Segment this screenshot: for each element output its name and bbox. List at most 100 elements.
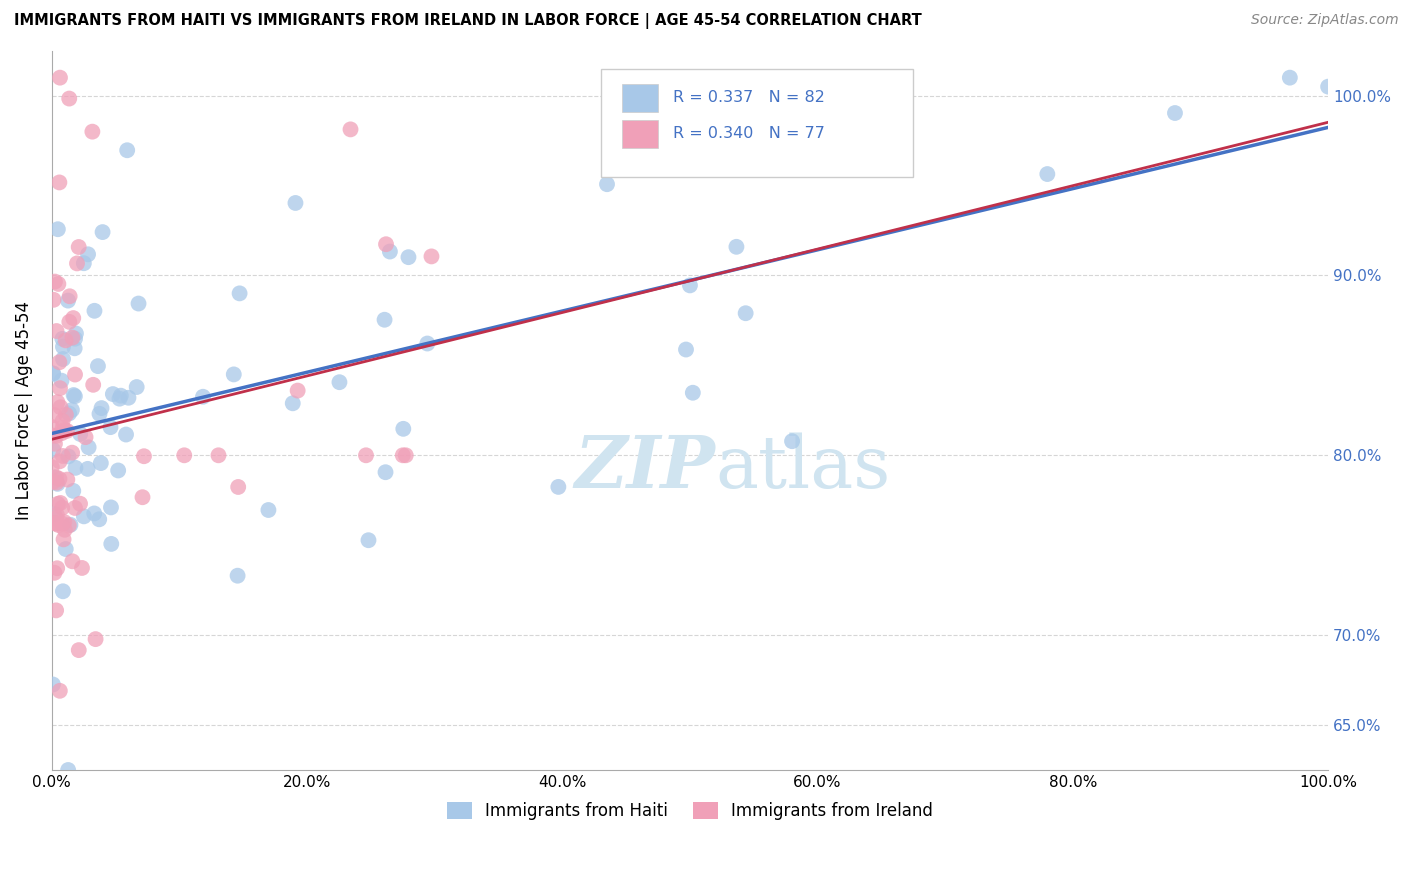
Point [63, 500, 86, 515]
Point [52, 449, 75, 463]
Point [100, 420, 122, 434]
Point [688, 86, 710, 100]
Point [48, 277, 70, 291]
Point [63, 332, 86, 346]
Point [82, 377, 104, 392]
Point [339, 122, 361, 136]
Point [398, 250, 420, 264]
Point [101, 387, 124, 401]
Point [42, 367, 65, 381]
Point [89, 512, 111, 526]
Point [69, 497, 91, 511]
Point [1278, 70, 1301, 85]
Point [63, 341, 86, 355]
Point [60, 445, 83, 459]
Point [228, 286, 250, 301]
Point [56, 293, 79, 308]
Point [77, 440, 100, 454]
Point [83, 507, 105, 521]
Point [222, 368, 245, 382]
Point [49, 496, 72, 510]
Point [65, 326, 87, 341]
Point [52, 414, 75, 428]
Point [45, 516, 67, 531]
Point [45, 470, 67, 484]
Point [77, 247, 100, 261]
Point [73, 256, 96, 270]
Point [60, 403, 83, 417]
Point [58, 450, 80, 464]
Point [51, 500, 73, 515]
Point [48, 472, 70, 486]
Point [58, 406, 80, 420]
Point [191, 390, 214, 404]
Point [67, 643, 90, 657]
Point [110, 389, 132, 403]
Point [62, 483, 84, 498]
Point [59, 517, 82, 532]
Point [42, 442, 65, 457]
Point [70, 561, 93, 575]
Point [42, 475, 65, 489]
Point [56, 424, 79, 438]
Point [76, 462, 98, 476]
Point [682, 385, 704, 400]
Point [395, 448, 418, 462]
Point [89, 407, 111, 421]
FancyBboxPatch shape [623, 120, 658, 148]
Point [48, 518, 70, 533]
Point [375, 237, 398, 252]
Point [45, 508, 67, 522]
Point [173, 448, 195, 462]
Point [90, 456, 112, 470]
Point [374, 312, 396, 326]
Point [117, 391, 139, 405]
Point [46, 561, 69, 575]
Point [378, 244, 401, 259]
Point [48, 355, 70, 369]
Point [55, 542, 77, 557]
Point [226, 480, 249, 494]
Point [49, 381, 72, 395]
Point [62, 311, 84, 326]
Point [41, 460, 63, 475]
Point [58, 315, 80, 329]
Text: atlas: atlas [716, 433, 891, 503]
FancyBboxPatch shape [623, 85, 658, 112]
Point [416, 336, 439, 351]
Point [56, 763, 79, 777]
Point [100, 537, 122, 551]
Point [115, 143, 138, 157]
Point [52, 420, 75, 434]
Point [596, 178, 619, 192]
Point [44, 470, 66, 484]
Point [734, 306, 756, 320]
Point [91, 225, 114, 239]
Point [46, 222, 69, 236]
Point [59, 289, 82, 303]
Point [69, 427, 91, 442]
Point [354, 448, 377, 462]
Point [52, 340, 75, 354]
Point [52, 352, 75, 367]
Point [281, 396, 304, 410]
Point [107, 463, 129, 477]
Point [42, 367, 65, 381]
Point [62, 330, 84, 344]
Point [45, 475, 67, 490]
Point [357, 533, 380, 548]
Point [49, 70, 72, 85]
Point [131, 490, 153, 504]
Point [42, 677, 65, 691]
Point [547, 480, 569, 494]
Point [90, 401, 112, 416]
Point [42, 293, 65, 307]
Point [75, 430, 97, 444]
Point [63, 368, 86, 382]
Text: R = 0.340   N = 77: R = 0.340 N = 77 [673, 126, 825, 141]
Point [780, 434, 803, 449]
Point [52, 584, 75, 599]
Point [41, 428, 63, 442]
Point [132, 449, 155, 463]
Text: ZIP: ZIP [575, 433, 716, 503]
